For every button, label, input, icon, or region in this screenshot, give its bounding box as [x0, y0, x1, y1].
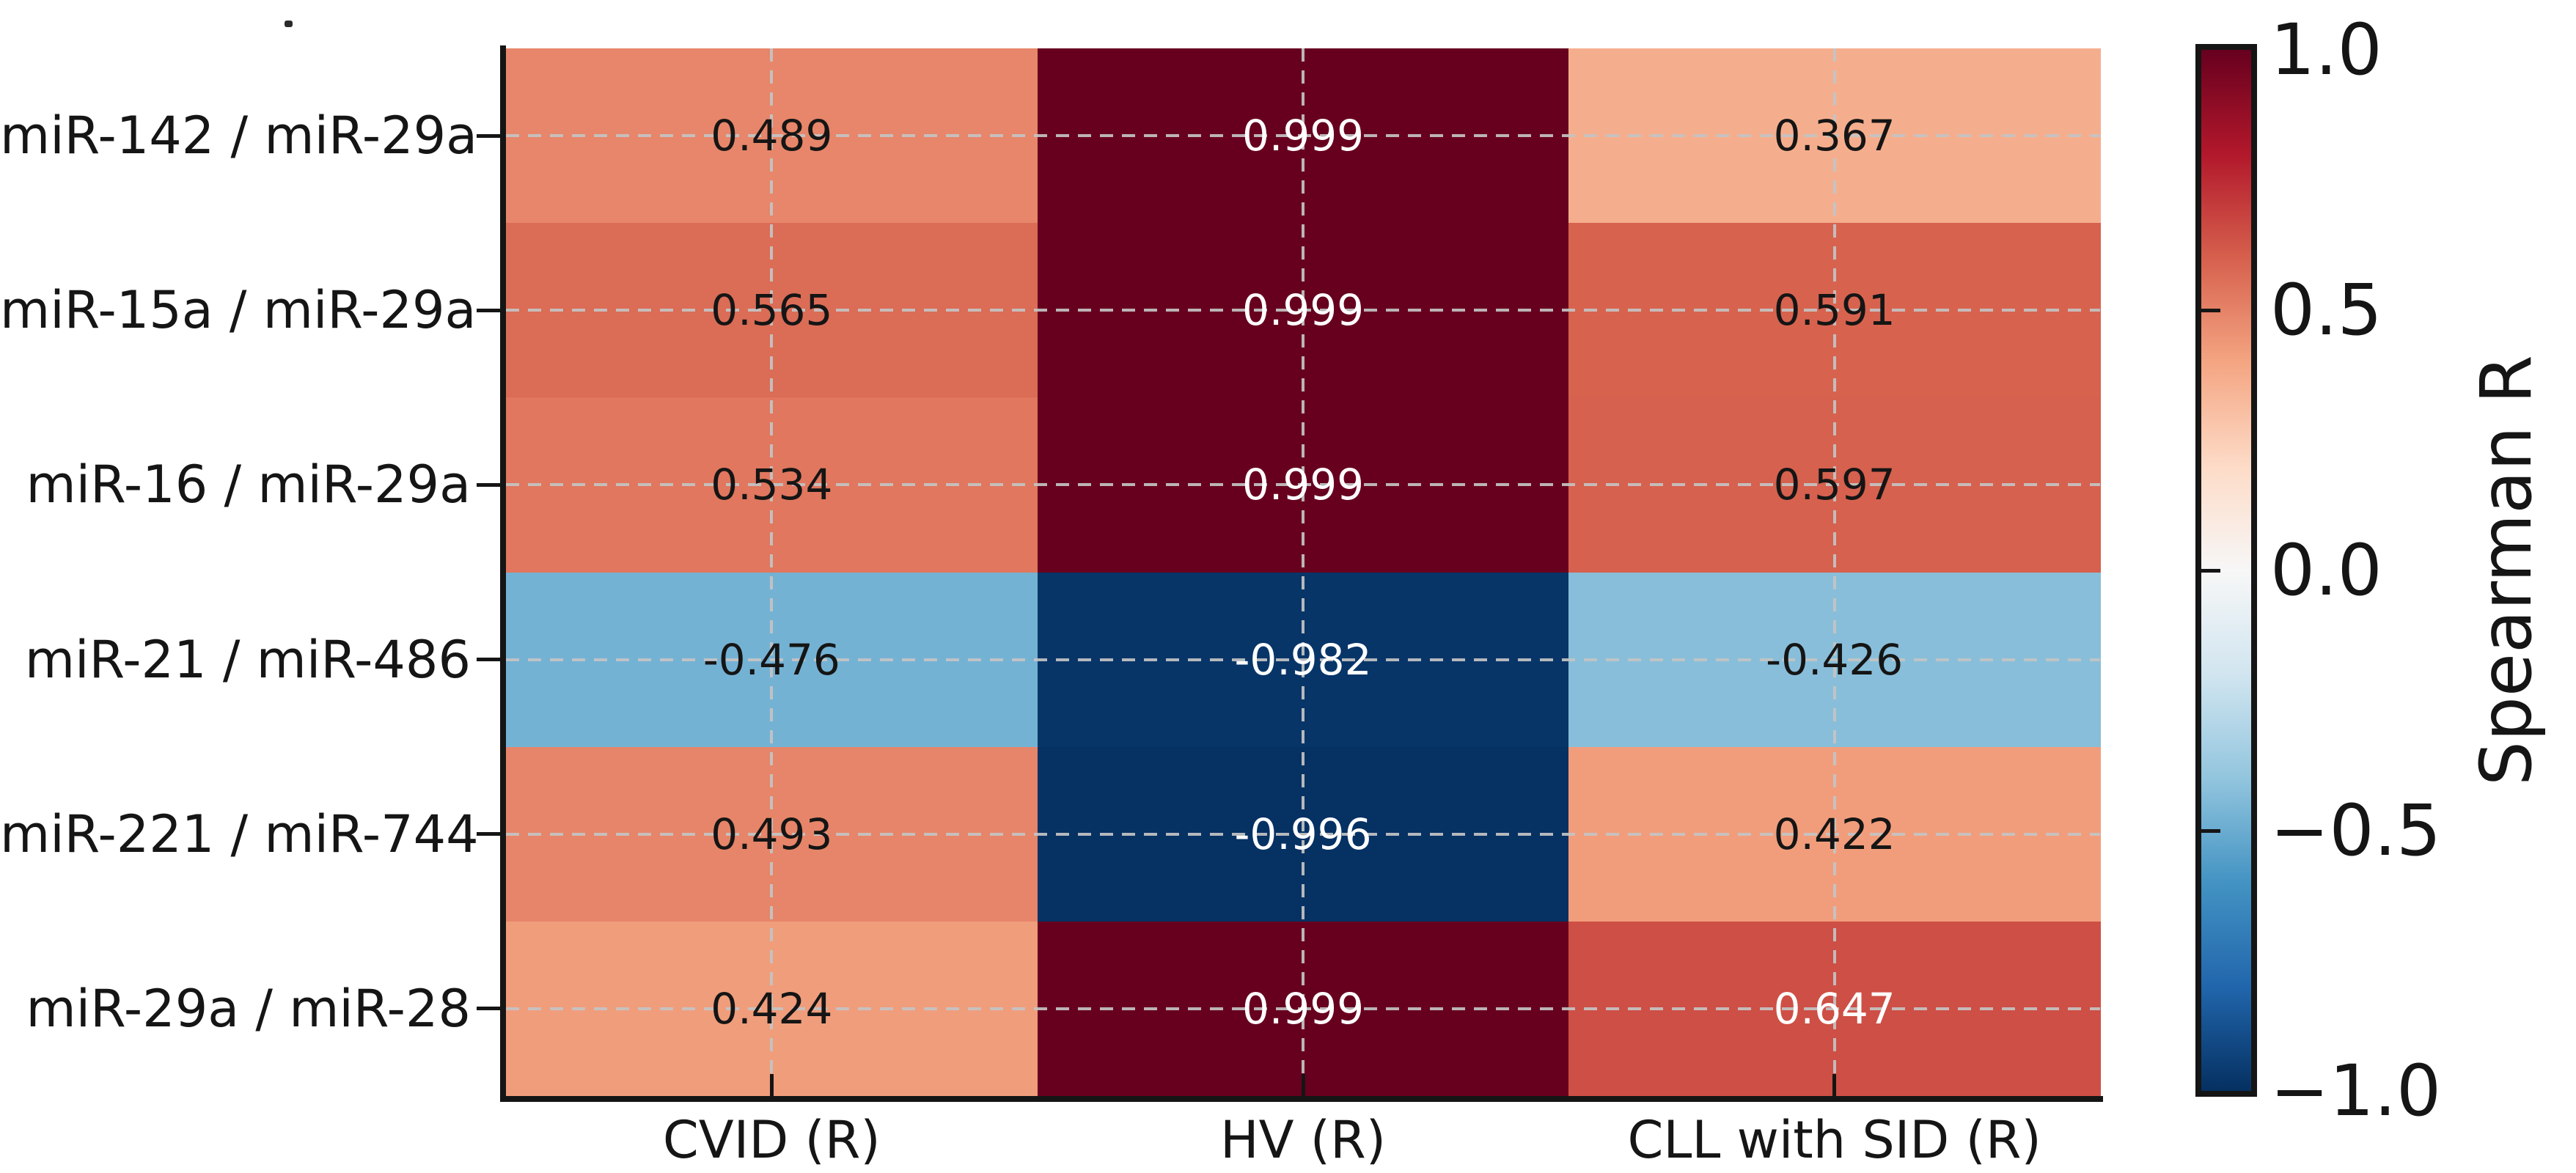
cell-value-label: 0.489: [711, 111, 833, 161]
colorbar-tick-label: 0.0: [2270, 529, 2382, 611]
cell-value-label: 0.999: [1241, 460, 1365, 510]
y-axis-label: miR-221 / miR-744: [0, 804, 479, 864]
y-axis-tick: [477, 658, 500, 662]
colorbar-tick-label: −0.5: [2270, 790, 2442, 872]
colorbar-tick-label: −1.0: [2270, 1050, 2442, 1132]
colorbar: [2195, 44, 2257, 1097]
y-axis-tick: [477, 1007, 500, 1011]
cell-value-label: 0.999: [1241, 111, 1365, 161]
x-axis-label: HV (R): [1219, 1110, 1387, 1170]
y-axis-spine: [500, 45, 506, 1102]
gridline-vertical: [1832, 48, 1836, 1096]
y-axis-tick: [477, 133, 500, 138]
x-axis-tick: [1301, 1074, 1305, 1096]
x-axis-spine: [500, 1096, 2103, 1102]
cell-value-label: 0.647: [1773, 983, 1896, 1034]
cell-value-label: -0.426: [1766, 634, 1904, 685]
colorbar-tick: [2201, 828, 2220, 833]
gridline-vertical: [770, 48, 774, 1096]
cell-value-label: 0.367: [1773, 111, 1896, 161]
y-axis-tick: [477, 832, 500, 836]
y-axis-tick: [477, 308, 500, 312]
y-axis-label: miR-16 / miR-29a: [26, 455, 471, 515]
cell-value-label: 0.597: [1773, 460, 1896, 510]
cell-value-label: -0.996: [1234, 809, 1372, 859]
cell-value-label: 0.999: [1241, 983, 1365, 1034]
y-axis-label: miR-29a / miR-28: [26, 978, 471, 1039]
y-axis-label: miR-15a / miR-29a: [0, 280, 477, 341]
stray-dot-artifact: .: [285, 21, 293, 27]
heatmap-plot-area: 0.489 0.999 0.367 0.565 0.999 0.591 0.534 0.999…: [506, 48, 2101, 1097]
y-axis-tick: [477, 482, 500, 487]
cell-value-label: 0.534: [711, 460, 833, 510]
colorbar-tick-label: 0.5: [2270, 269, 2382, 351]
colorbar-tick: [2201, 568, 2220, 573]
cell-value-label: -0.982: [1234, 634, 1372, 685]
colorbar-tick-label: 1.0: [2270, 9, 2382, 91]
x-axis-tick: [1832, 1074, 1837, 1096]
gridline-vertical: [1302, 48, 1304, 1096]
cell-value-label: 0.565: [711, 285, 833, 336]
cell-value-label: 0.591: [1773, 285, 1896, 336]
cell-value-label: 0.422: [1773, 809, 1896, 859]
colorbar-tick: [2201, 308, 2220, 312]
cell-value-label: 0.493: [711, 809, 833, 859]
cell-value-label: -0.476: [702, 634, 840, 685]
x-axis-label: CLL with SID (R): [1627, 1110, 2041, 1170]
y-axis-label: miR-21 / miR-486: [24, 629, 471, 690]
colorbar-axis-label: Spearman R: [2465, 355, 2547, 786]
cell-value-label: 0.424: [711, 983, 833, 1034]
x-axis-label: CVID (R): [662, 1110, 881, 1170]
y-axis-label: miR-142 / miR-29a: [0, 106, 478, 166]
cell-value-label: 0.999: [1241, 285, 1365, 336]
x-axis-tick: [769, 1074, 774, 1096]
